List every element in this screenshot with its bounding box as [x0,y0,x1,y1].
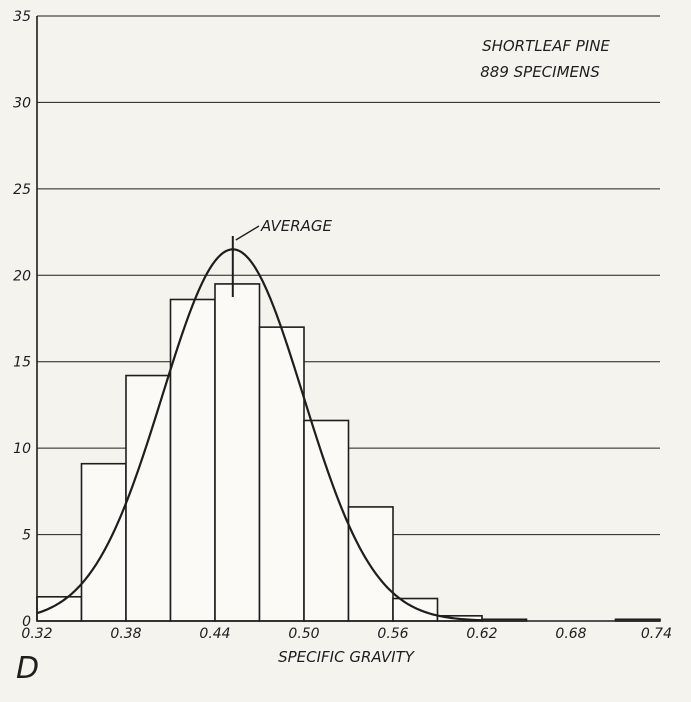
chart-title-line-2: 889 SPECIMENS [480,63,600,81]
average-annotation: AVERAGE [231,217,333,297]
panel-label: D [16,651,39,686]
histogram-bars [36,283,661,622]
chart-title-line-1: SHORTLEAF PINE [482,37,610,55]
average-label: AVERAGE [260,217,333,235]
y-tick-label-30: 30 [13,95,31,111]
normal-curve-layer [36,248,483,622]
x-tick-label-0.68: 0.68 [555,626,586,642]
y-tick-label-10: 10 [13,441,31,457]
x-tick-label-0.32: 0.32 [21,626,52,642]
y-tick-label-0: 0 [22,614,31,630]
x-tick-label-0.74: 0.74 [641,626,672,642]
y-tick-label-20: 20 [13,268,31,284]
x-tick-label-0.62: 0.62 [466,626,497,642]
y-tick-label-25: 25 [13,182,31,198]
histogram-bar-0.38 [125,374,172,622]
y-tick-label-35: 35 [13,9,31,25]
axes [36,15,660,622]
histogram-bar-0.56 [392,597,439,622]
x-tick-label-0.50: 0.50 [288,626,319,642]
x-tick-label-0.38: 0.38 [110,626,141,642]
x-tick-label-0.44: 0.44 [199,626,230,642]
histogram-bar-0.50 [303,419,350,622]
histogram-bar-0.35 [80,462,127,622]
x-tick-label-0.56: 0.56 [377,626,408,642]
x-axis-label: SPECIFIC GRAVITY [278,648,416,666]
histogram-bar-0.53 [347,506,394,622]
x-tick-labels: 0.32 0.38 0.44 0.50 0.56 0.62 0.68 0.74 [21,626,672,642]
histogram-bar-0.32 [36,595,83,622]
y-tick-label-5: 5 [22,528,31,544]
y-tick-label-15: 15 [13,355,31,371]
normal-curve [36,248,483,622]
histogram-bar-0.47 [258,326,305,622]
y-tick-labels: 0 5 10 15 20 25 30 35 [13,9,31,630]
histogram-bar-0.44 [214,283,261,622]
average-pointer-line [235,225,260,241]
